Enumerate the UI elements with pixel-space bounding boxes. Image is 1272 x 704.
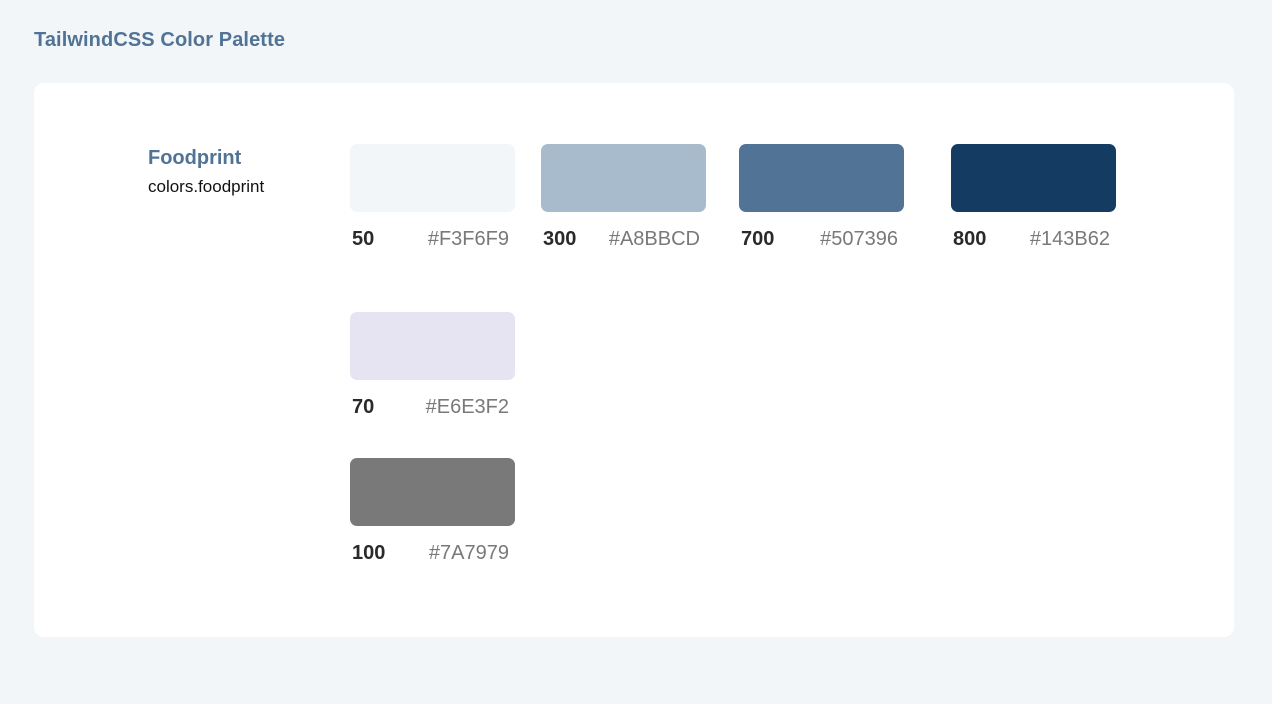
swatch-50[interactable]: 50 #F3F6F9 <box>350 144 515 252</box>
swatch-color-box[interactable] <box>951 144 1116 212</box>
swatch-color-box[interactable] <box>739 144 904 212</box>
swatch-hex-label: #507396 <box>820 228 898 250</box>
swatch-hex-label: #A8BBCD <box>608 228 700 250</box>
swatch-shade-label: 100 <box>352 542 386 564</box>
swatch-hex-label: #7A7979 <box>428 542 509 564</box>
swatch-shade-label: 300 <box>543 228 577 250</box>
swatch-color-box[interactable] <box>541 144 706 212</box>
swatch-color-box[interactable] <box>350 312 515 380</box>
swatch-color-box[interactable] <box>350 458 515 526</box>
swatch-700[interactable]: 700 #507396 <box>739 144 904 252</box>
swatch-shade-label: 70 <box>352 396 375 418</box>
swatch-hex-label: #E6E3F2 <box>425 396 509 418</box>
palette-card: Foodprint colors.foodprint 50 #F3F6F9 30… <box>34 83 1234 637</box>
page-title: TailwindCSS Color Palette <box>34 29 286 51</box>
swatch-800[interactable]: 800 #143B62 <box>951 144 1116 252</box>
swatch-70[interactable]: 70 #E6E3F2 <box>350 312 515 420</box>
swatch-color-box[interactable] <box>350 144 515 212</box>
swatch-shade-label: 700 <box>741 228 775 250</box>
swatch-100[interactable]: 100 #7A7979 <box>350 458 515 566</box>
swatch-shade-label: 50 <box>352 228 375 250</box>
swatch-hex-label: #143B62 <box>1029 228 1110 250</box>
swatch-300[interactable]: 300 #A8BBCD <box>541 144 706 252</box>
swatch-hex-label: #F3F6F9 <box>427 228 509 250</box>
swatch-shade-label: 800 <box>953 228 987 250</box>
palette-name: Foodprint <box>148 147 242 169</box>
palette-key: colors.foodprint <box>148 177 265 196</box>
